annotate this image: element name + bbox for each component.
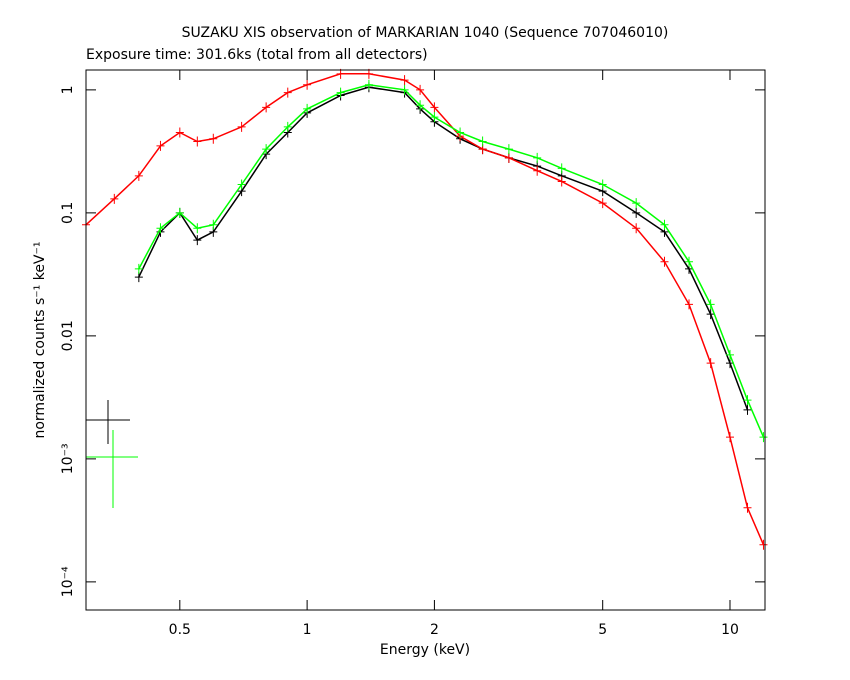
data-point [303, 79, 312, 90]
data-point [725, 432, 734, 443]
data-point [632, 223, 641, 234]
data-point [134, 263, 143, 274]
data-point [209, 219, 218, 230]
data-point [283, 121, 292, 132]
data-point [759, 432, 768, 443]
data-point [743, 404, 752, 415]
data-point [660, 256, 669, 267]
data-point [193, 136, 202, 147]
data-point [416, 84, 425, 95]
data-point [706, 299, 715, 310]
data-point [430, 112, 439, 123]
data-point [193, 235, 202, 246]
data-point [533, 152, 542, 163]
y-axis-label: normalized counts s⁻¹ keV⁻¹ [32, 241, 48, 438]
plot-frame [85, 69, 766, 611]
y-tick-label: 0.1 [60, 202, 76, 224]
data-point [400, 75, 409, 86]
x-tick-label: 1 [303, 622, 312, 638]
x-tick-label: 2 [430, 622, 439, 638]
data-point [456, 127, 465, 138]
y-tick-label: 10⁻³ [60, 443, 76, 474]
data-point [759, 539, 768, 550]
data-point [504, 144, 513, 155]
data-point [430, 102, 439, 113]
data-point [725, 349, 734, 360]
data-point [175, 127, 184, 138]
data-point [685, 256, 694, 267]
data-point [685, 299, 694, 310]
y-tick-label: 0.01 [60, 320, 76, 351]
data-point [209, 133, 218, 144]
data-point [416, 100, 425, 111]
data-point [706, 358, 715, 369]
y-tick-label: 1 [60, 85, 76, 94]
data-point [504, 152, 513, 163]
data-point [743, 502, 752, 513]
data-point [400, 84, 409, 95]
data-point [237, 179, 246, 190]
data-point [478, 136, 487, 147]
data-point [632, 207, 641, 218]
spectrum-line [138, 86, 749, 411]
data-point [283, 87, 292, 98]
data-point [237, 121, 246, 132]
data-point [262, 144, 271, 155]
x-axis-label: Energy (keV) [380, 642, 470, 658]
low-energy-crosses [86, 400, 138, 508]
data-point [262, 102, 271, 113]
data-point [660, 219, 669, 230]
data-point [598, 198, 607, 209]
y-tick-label: 10⁻⁴ [60, 566, 76, 597]
data-point [364, 79, 373, 90]
data-point [743, 395, 752, 406]
data-point [175, 207, 184, 218]
data-point [156, 140, 165, 151]
data-point [632, 198, 641, 209]
chart-title: SUZAKU XIS observation of MARKARIAN 1040… [182, 25, 669, 41]
data-point [336, 87, 345, 98]
data-point [303, 103, 312, 114]
x-tick-label: 0.5 [169, 622, 191, 638]
chart-subtitle: Exposure time: 301.6ks (total from all d… [86, 47, 428, 63]
x-tick-label: 10 [721, 622, 739, 638]
data-point [110, 193, 119, 204]
data-point [557, 163, 566, 174]
data-point [598, 179, 607, 190]
data-point [557, 176, 566, 187]
data-point [193, 223, 202, 234]
data-point [706, 309, 715, 320]
data-point [533, 165, 542, 176]
x-tick-label: 5 [598, 622, 607, 638]
data-point [156, 223, 165, 234]
data-point [134, 170, 143, 181]
